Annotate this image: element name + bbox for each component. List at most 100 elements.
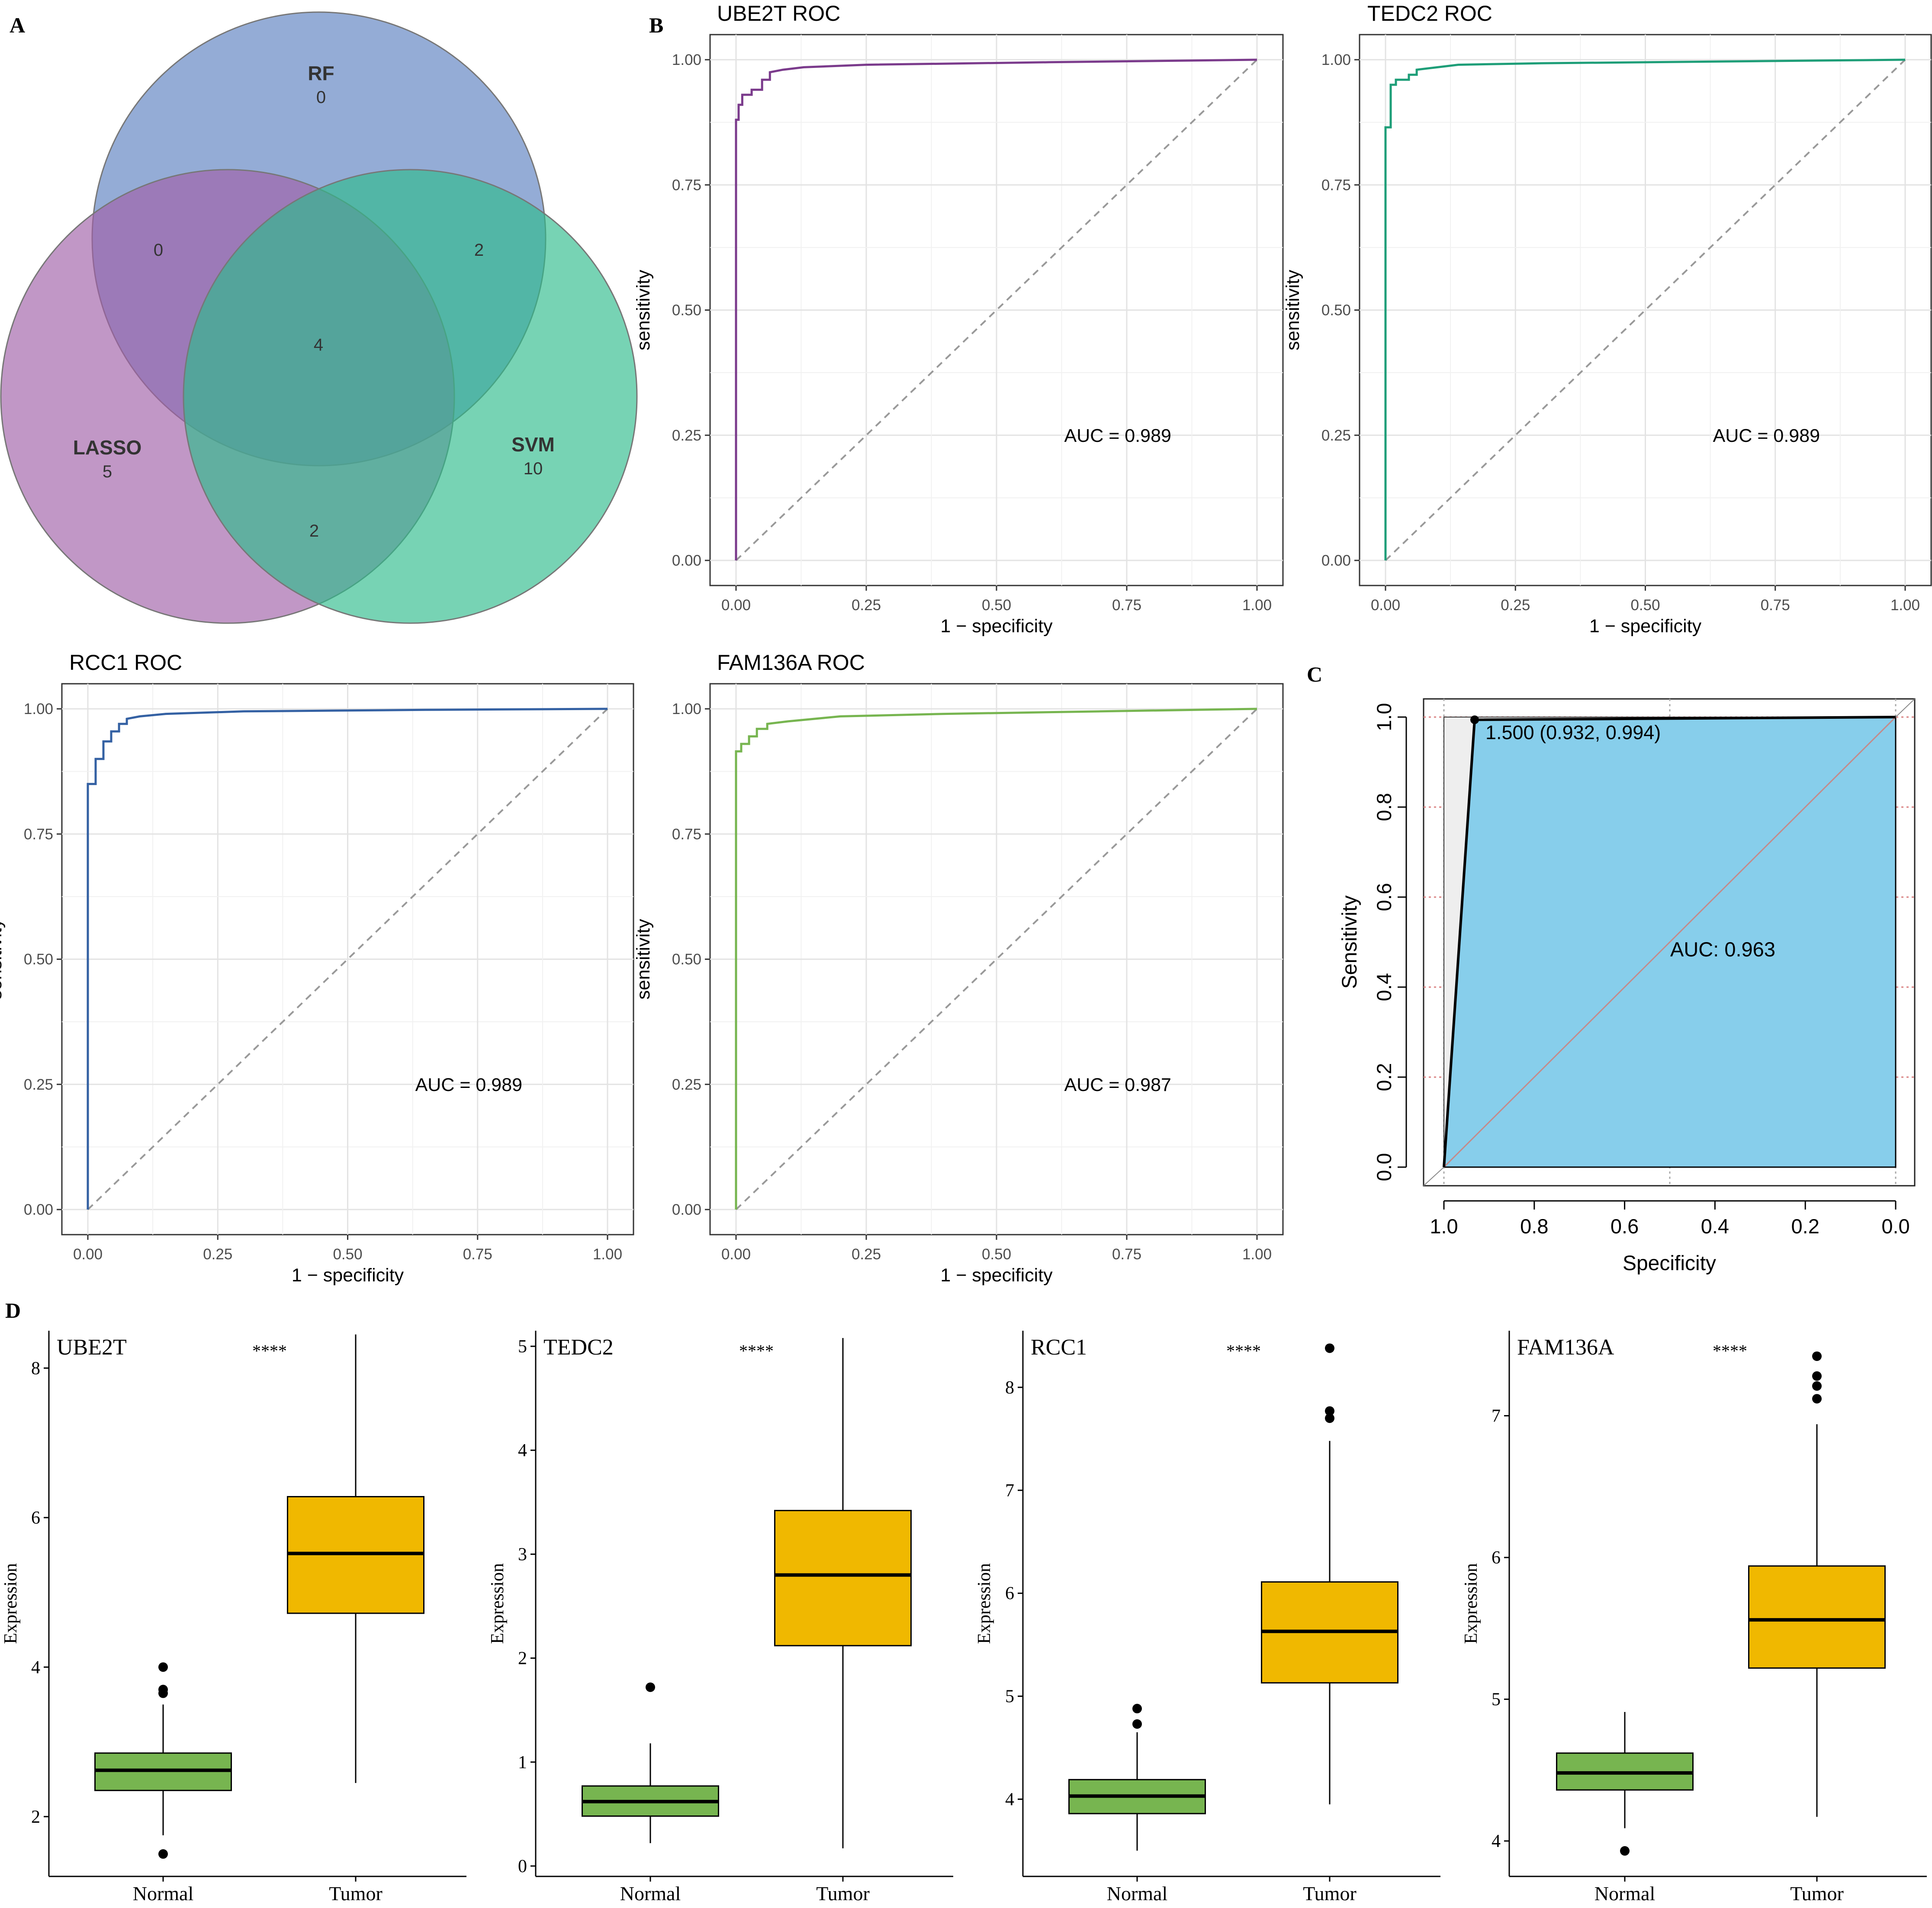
x-tick-label: Tumor	[1303, 1882, 1357, 1905]
auc-annotation: AUC = 0.989	[1064, 425, 1171, 446]
outlier-point-normal	[1132, 1704, 1142, 1714]
venn-count-all: 4	[314, 335, 323, 354]
chart-title: RCC1	[1031, 1335, 1087, 1360]
x-tick-label: 0.50	[982, 597, 1011, 614]
y-tick-label: 6	[1005, 1584, 1014, 1604]
panel-label-d: D	[5, 1298, 21, 1322]
x-tick-label: 0.50	[1630, 597, 1660, 614]
y-tick-label: 0.75	[1321, 177, 1351, 193]
x-tick-label: Normal	[620, 1882, 681, 1905]
y-tick-label: 6	[31, 1508, 40, 1528]
x-tick-label: 1.00	[1890, 597, 1920, 614]
corner-line	[1895, 698, 1915, 718]
threshold-point	[1470, 715, 1479, 724]
chart-title: TEDC2 ROC	[1367, 1, 1492, 26]
y-tick-label: 1	[518, 1753, 527, 1773]
outlier-point-tumor	[1812, 1351, 1822, 1361]
roc-curve-line	[1384, 58, 1906, 560]
y-tick-label: 0.50	[24, 951, 53, 968]
y-tick-label: 0.50	[672, 302, 701, 319]
x-tick-label: 0.75	[1112, 597, 1141, 614]
y-tick-label: 0.00	[672, 1201, 701, 1218]
y-tick-label: 0.00	[1321, 552, 1351, 569]
roc-panel-fam136a: 0.00 0.00 0.25 0.25 0.50 0.50 0.75 0.75 1.00 1.00…	[633, 650, 1284, 1286]
chart-title: FAM136A ROC	[717, 650, 865, 675]
x-axis-title: Specificity	[1623, 1252, 1716, 1275]
x-tick-label: 0.8	[1520, 1215, 1548, 1238]
y-tick-label: 4	[518, 1441, 527, 1461]
outlier-point-tumor	[1812, 1381, 1822, 1391]
outlier-point-normal	[158, 1685, 168, 1695]
venn-circle-svm	[183, 169, 638, 624]
y-tick-label: 4	[1005, 1790, 1014, 1810]
diagonal-reference-line	[1443, 716, 1897, 1168]
venn-count-lasso-svm: 2	[309, 521, 319, 541]
outlier-point-tumor	[1325, 1413, 1334, 1423]
outlier-point-tumor	[1325, 1406, 1334, 1416]
significance-label: ****	[1226, 1341, 1261, 1361]
x-tick-label: 0.25	[852, 597, 881, 614]
outlier-point-normal	[1132, 1719, 1142, 1729]
outlier-point-normal	[646, 1682, 655, 1692]
y-axis-title: Expression	[1461, 1563, 1481, 1644]
x-tick-label: 0.75	[463, 1246, 492, 1263]
y-tick-label: 0.75	[672, 177, 701, 193]
x-tick-label: Normal	[133, 1882, 194, 1905]
x-tick-label: 1.00	[1242, 1246, 1272, 1263]
chart-title: UBE2T	[57, 1335, 127, 1360]
x-tick-label: 1.0	[1430, 1215, 1458, 1238]
y-tick-label: 1.0	[1373, 703, 1395, 731]
auc-annotation: AUC = 0.989	[415, 1075, 522, 1095]
y-tick-label: 0.50	[1321, 302, 1351, 319]
y-tick-label: 7	[1492, 1406, 1501, 1426]
chart-title: TEDC2	[543, 1335, 614, 1360]
x-tick-label: 1.00	[1242, 597, 1272, 614]
x-tick-label: Tumor	[1790, 1882, 1844, 1905]
y-axis-title: Sensitivity	[1338, 895, 1361, 989]
x-tick-label: 0.75	[1112, 1246, 1141, 1263]
y-tick-label: 0.25	[672, 427, 701, 444]
x-tick-label: 0.25	[852, 1246, 881, 1263]
auc-annotation: AUC: 0.963	[1670, 938, 1775, 961]
y-tick-label: 3	[518, 1544, 527, 1564]
y-tick-label: 0.50	[672, 951, 701, 968]
y-axis-title: sensitivity	[1283, 270, 1303, 351]
chart-title: RCC1 ROC	[69, 650, 182, 675]
y-tick-label: 8	[31, 1358, 40, 1378]
y-tick-label: 0.75	[24, 826, 53, 843]
x-tick-label: 0.50	[333, 1246, 362, 1263]
y-tick-label: 1.00	[24, 701, 53, 718]
y-tick-label: 0.00	[672, 552, 701, 569]
venn-label-rf: RF	[308, 62, 334, 84]
y-tick-label: 4	[31, 1657, 40, 1677]
panel-label-b: B	[649, 13, 663, 37]
venn-count-rf-svm: 2	[474, 241, 484, 260]
roc-panel-rcc1: 0.00 0.00 0.25 0.25 0.50 0.50 0.75 0.75 1.00 1.00…	[0, 650, 634, 1286]
x-tick-label: 0.50	[982, 1246, 1011, 1263]
roc-curve-line	[87, 708, 608, 1210]
x-tick-label: 0.25	[1501, 597, 1530, 614]
combined-roc-panel: 1.500 (0.932, 0.994) AUC: 0.963 1.0 0.8 0.6 0…	[1338, 698, 1916, 1275]
y-tick-label: 0.6	[1373, 883, 1395, 911]
y-tick-label: 5	[1492, 1690, 1501, 1710]
venn-count-rf-lasso: 0	[154, 241, 163, 260]
x-tick-label: Tumor	[816, 1882, 870, 1905]
outlier-point-normal	[158, 1662, 168, 1672]
x-tick-label: 0.00	[1371, 597, 1400, 614]
boxplot-ube2t: 2 4 6 8 Expression UBE2T **** Normal Tumor	[1, 1331, 466, 1905]
x-axis-title: 1 − specificity	[292, 1265, 404, 1286]
y-axis-title: sensitivity	[633, 919, 654, 1000]
x-tick-label: 0.00	[721, 1246, 751, 1263]
significance-label: ****	[739, 1341, 774, 1361]
x-axis-title: 1 − specificity	[940, 1265, 1053, 1286]
outlier-point-tumor	[1325, 1343, 1334, 1353]
x-tick-label: Tumor	[329, 1882, 383, 1905]
y-tick-label: 0.8	[1373, 793, 1395, 821]
roc-panel-tedc2: 0.00 0.00 0.25 0.25 0.50 0.50 0.75 0.75 1.00 1.00…	[1283, 1, 1932, 637]
venn-count-lasso: 5	[103, 462, 112, 481]
x-axis-title: 1 − specificity	[940, 616, 1053, 637]
y-tick-label: 1.00	[672, 701, 701, 718]
y-tick-label: 5	[518, 1337, 527, 1357]
venn-count-rf: 0	[316, 88, 326, 107]
